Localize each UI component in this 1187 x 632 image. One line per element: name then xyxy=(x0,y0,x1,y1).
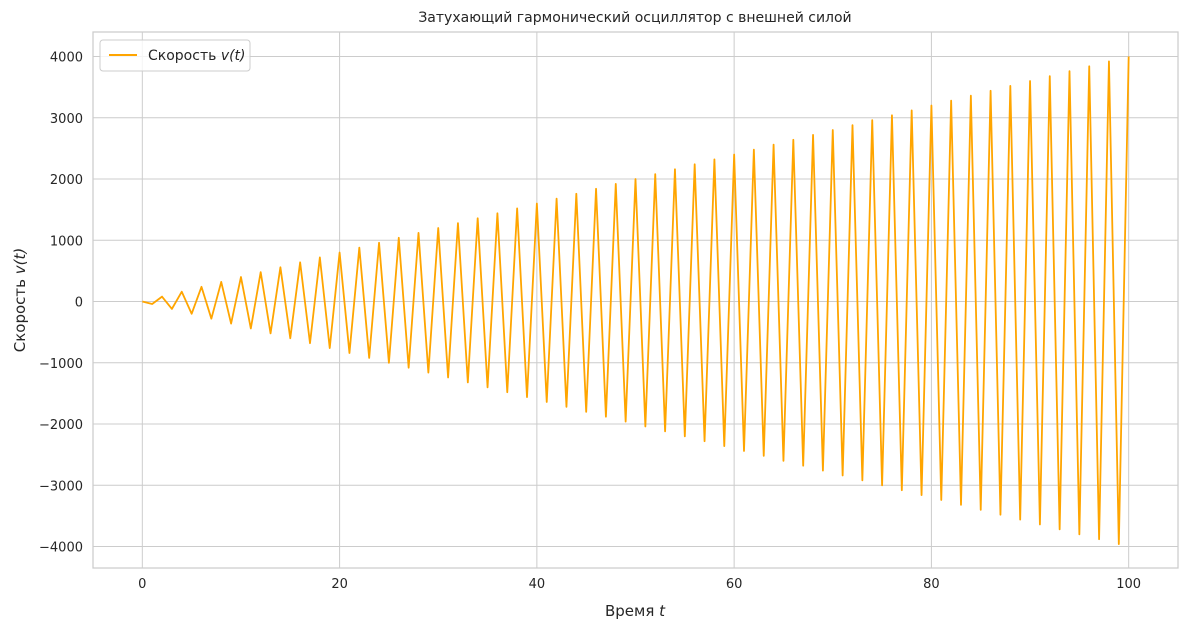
chart-title: Затухающий гармонический осциллятор с вн… xyxy=(418,10,851,26)
x-axis-label: Время t xyxy=(605,602,666,620)
y-tick-label: 2000 xyxy=(50,173,83,188)
x-axis-label-text: Время xyxy=(605,602,659,620)
plot-background xyxy=(93,32,1178,568)
series-line xyxy=(142,56,1130,546)
y-tick-label: −2000 xyxy=(39,418,83,433)
x-axis-label-var: t xyxy=(659,602,666,620)
y-tick-label: 1000 xyxy=(50,234,83,249)
y-tick-label: −1000 xyxy=(39,357,83,372)
y-tick-label: −3000 xyxy=(39,479,83,494)
legend-label-text: Скорость xyxy=(148,48,221,64)
x-tick-label: 0 xyxy=(138,577,146,592)
x-tick-label: 80 xyxy=(923,577,940,592)
x-tick-label: 20 xyxy=(331,577,348,592)
y-tick-label: 3000 xyxy=(50,112,83,127)
legend: Скорость v(t) xyxy=(99,39,251,72)
legend-box xyxy=(99,39,251,72)
y-tick-label: −4000 xyxy=(39,541,83,556)
x-tick-label: 100 xyxy=(1116,577,1141,592)
legend-label-var: v(t) xyxy=(221,48,246,64)
x-tick-labels: 0 20 40 60 80 100 xyxy=(138,577,1141,592)
y-axis-label: Скорость v(t) xyxy=(11,248,29,352)
legend-label: Скорость v(t) xyxy=(148,48,246,64)
y-axis-label-text: Скорость xyxy=(11,274,29,352)
x-tick-label: 60 xyxy=(726,577,743,592)
series-layer xyxy=(142,56,1130,546)
y-tick-label: 0 xyxy=(75,296,83,311)
x-tick-label: 40 xyxy=(529,577,546,592)
y-tick-label: 4000 xyxy=(50,51,83,66)
y-tick-labels: −4000 −3000 −2000 −1000 0 1000 2000 3000 4000 xyxy=(39,51,83,556)
y-axis-label-var: v(t) xyxy=(11,248,29,274)
plot-frame xyxy=(92,31,1179,569)
